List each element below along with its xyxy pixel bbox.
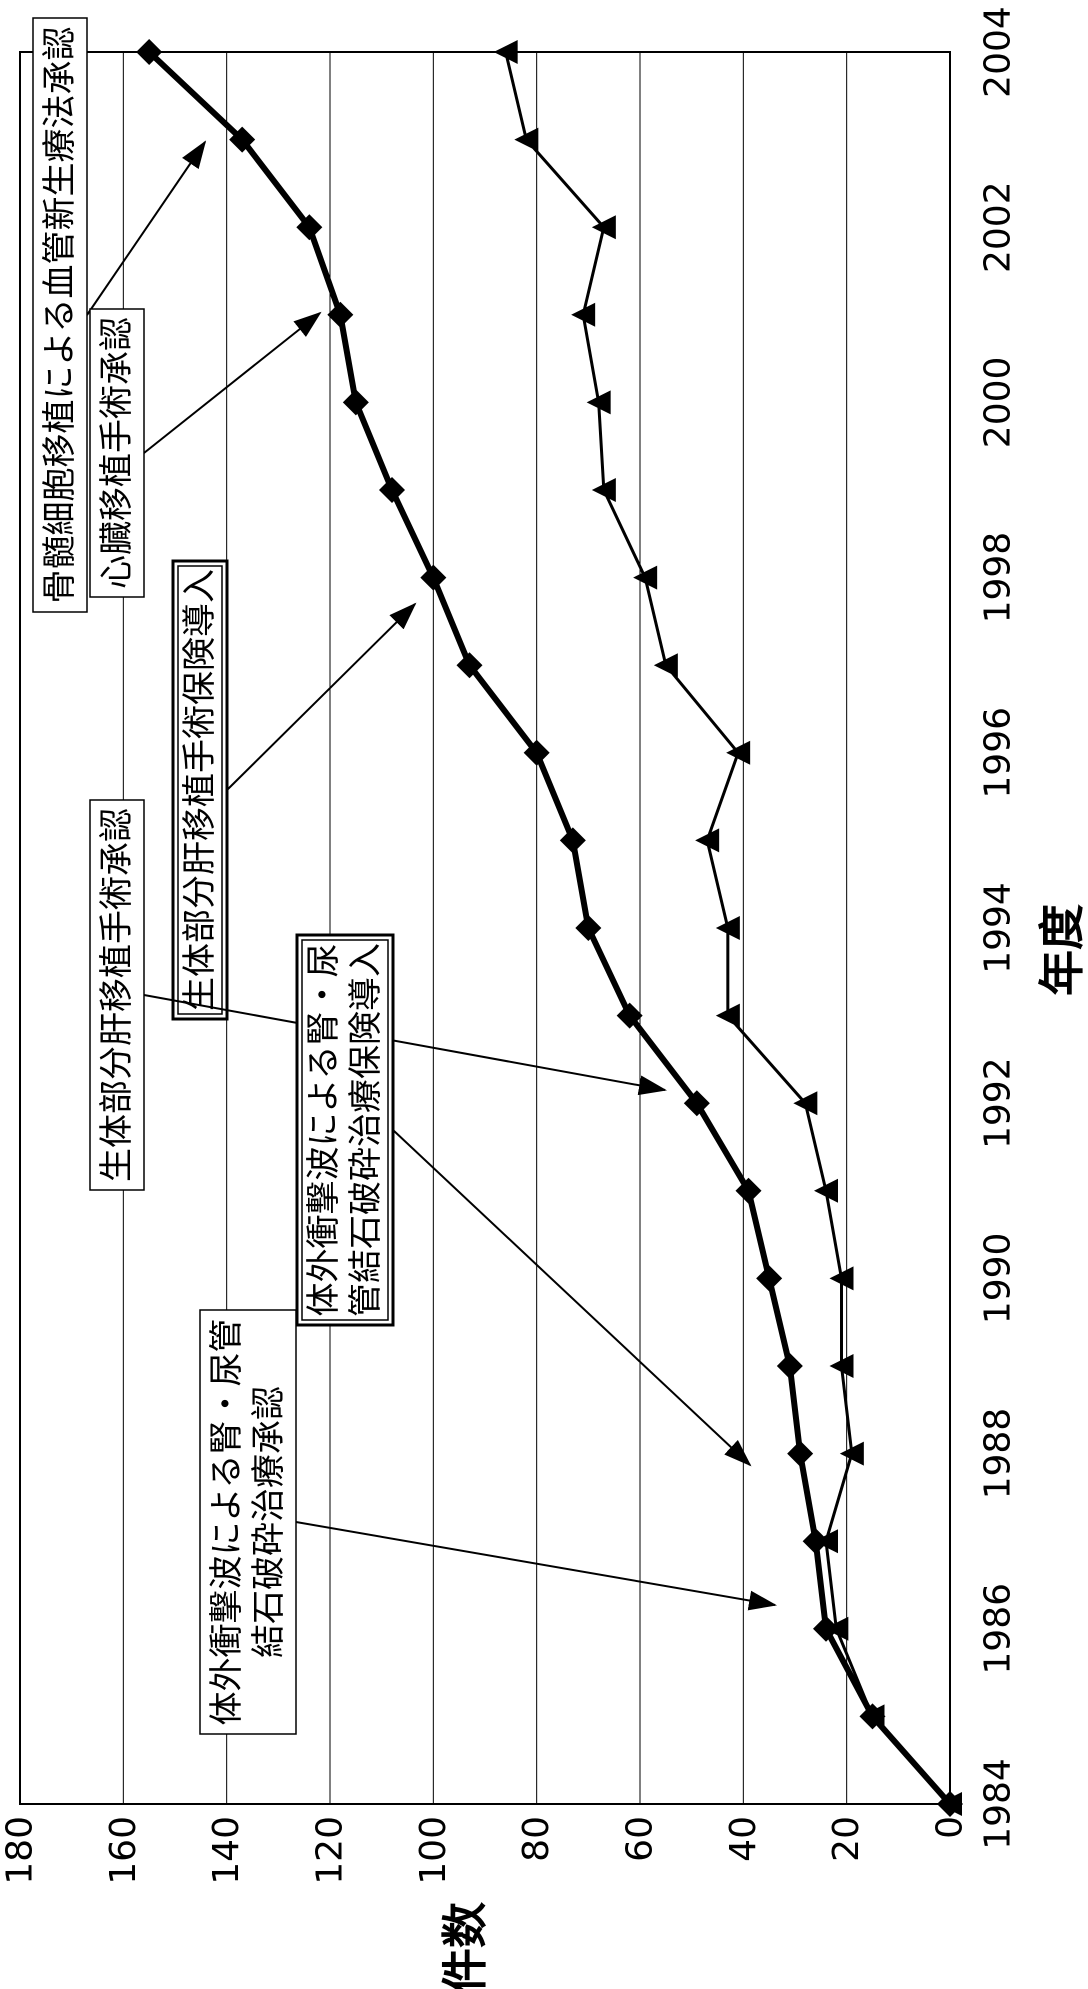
data-point-triangle [726,740,751,765]
x-tick-labels: 1984 1986 1988 1990 1992 1994 1996 1998 2000 2002… [978,6,1019,1850]
data-point-diamond [735,1177,762,1204]
annotation-text: 結石破砕治療承認 [249,1386,289,1658]
data-point-triangle [493,40,518,64]
data-point-triangle [514,127,539,152]
x-tick-label: 1998 [978,532,1019,624]
y-tick-label: 180 [0,1816,41,1885]
data-point-triangle [715,1003,740,1028]
annotation-label: 体外衝撃波による腎・尿管 結石破砕治療承認 [199,1309,297,1735]
data-point-diamond [523,739,550,766]
annotation-box-inner [301,939,389,1321]
data-point-diamond [420,564,447,591]
data-point-triangle [938,1792,962,1816]
annotation-arrow [143,994,667,1096]
data-point-diamond [296,214,323,241]
data-point-triangle [814,1529,838,1554]
annotation-label: 生体部分肝移植手術承認 [89,799,145,1191]
data-point-triangle [633,565,658,590]
annotation-arrow [392,1129,752,1467]
data-point-triangle [571,302,596,327]
data-point-triangle [829,1266,854,1291]
x-tick-label: 1988 [978,1408,1019,1500]
y-tick-label: 140 [206,1816,247,1885]
annotation-text: 生体部分肝移植手術承認 [97,808,137,1182]
x-tick-label: 2000 [978,357,1019,449]
data-point-diamond [756,1265,783,1292]
annotation-text: 体外衝撃波による腎・尿管 [207,1319,247,1726]
annotation-label: 骨髄細胞移植による血管新生療法承認 [32,17,88,613]
x-tick-label: 1992 [978,1057,1019,1149]
y-axis-label: 件数 [438,1902,492,1989]
annotation-label: 生体部分肝移植手術保険導入 [171,559,229,1021]
data-point-diamond [776,1353,803,1379]
y-tick-label: 20 [826,1816,867,1862]
y-tick-label: 120 [310,1816,351,1885]
annotation-box [171,559,229,1021]
y-tick-labels: 0 20 40 60 80 100 120 140 160 180 [0,1816,971,1885]
x-tick-label: 2002 [978,181,1019,273]
annotation-box [32,17,88,613]
annotation-arrow [143,311,322,454]
x-axis-label: 年度 [1035,904,1088,996]
annotation-box-inner [177,565,223,1015]
annotation-arrow [295,1521,777,1611]
annotation-label: 体外衝撃波による腎・尿 管結石破砕治療保険導入 [295,933,395,1327]
annotation-box [89,308,145,598]
data-point-diamond [379,477,405,503]
data-point-triangle [591,215,616,240]
annotation-box [89,799,145,1191]
annotation-text: 生体部分肝移植手術保険導入 [180,569,220,1011]
data-point-diamond [456,652,483,679]
data-point-triangle [824,1616,849,1641]
y-tick-label: 80 [516,1816,557,1862]
y-tick-label: 40 [723,1816,764,1862]
x-tick-label: 1994 [978,882,1019,974]
x-tick-label: 1986 [978,1583,1019,1675]
annotation-label: 心臓移植手術承認 [89,308,145,598]
data-point-triangle [814,1178,838,1203]
y-tick-label: 100 [413,1816,454,1885]
annotation-text: 体外衝撃波による腎・尿 [304,944,344,1317]
data-point-triangle [860,1704,885,1729]
y-tick-label: 60 [620,1816,661,1862]
data-point-triangle [793,1091,818,1116]
data-point-diamond [136,39,163,65]
plot-area-border [19,51,951,1805]
annotation-text: 管結石破砕治療保険導入 [346,943,386,1317]
data-point-diamond [575,915,602,941]
data-point-diamond [683,1090,710,1117]
annotation-box [199,1309,297,1735]
data-point-diamond [616,1002,643,1029]
annotation-arrow [86,140,207,316]
data-point-diamond [559,827,586,854]
data-point-diamond [229,126,256,153]
series-markers [136,39,963,1817]
x-tick-label: 2004 [978,6,1019,98]
data-point-diamond [327,301,354,328]
data-point-triangle [715,916,740,940]
data-point-diamond [342,389,369,416]
annotation-arrow [226,602,417,791]
annotation-text: 心臓移植手術承認 [97,317,137,589]
annotation-text: 骨髄細胞移植による血管新生療法承認 [40,27,80,604]
annotations: 骨髄細胞移植による血管新生療法承認 心臓移植手術承認生体部分肝移植手術保険導入生体… [32,17,777,1735]
x-tick-label: 1984 [978,1758,1019,1850]
data-point-triangle [695,828,720,853]
data-point-triangle [586,390,611,415]
x-tick-label: 1990 [978,1233,1019,1325]
data-point-diamond [787,1440,814,1467]
x-tick-label: 1996 [978,707,1019,799]
data-point-triangle [591,478,616,502]
y-tick-label: 0 [930,1816,971,1839]
annotation-box [295,933,395,1327]
y-tick-label: 160 [103,1816,144,1885]
data-point-triangle [829,1354,854,1378]
data-point-triangle [839,1441,864,1466]
data-point-triangle [653,653,678,678]
